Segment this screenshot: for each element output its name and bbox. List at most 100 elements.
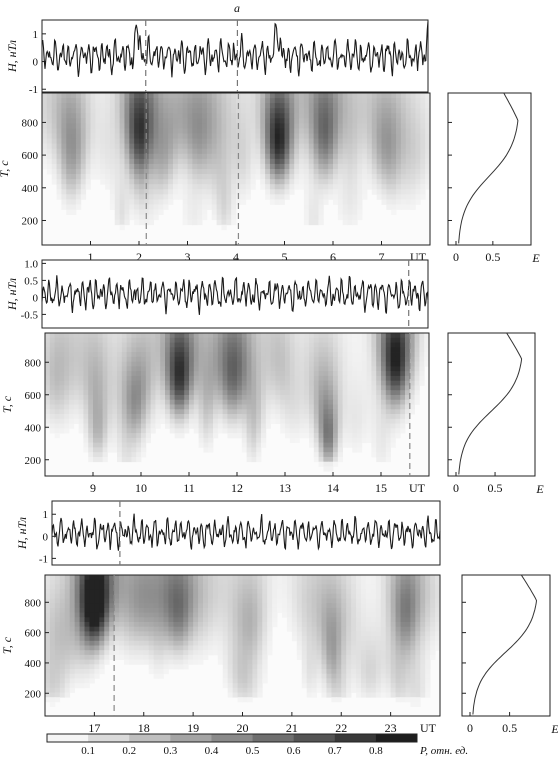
power-cell	[217, 645, 224, 651]
power-cell	[64, 575, 71, 581]
power-cell	[73, 380, 79, 386]
power-cell	[158, 584, 164, 590]
power-cell	[318, 214, 324, 221]
power-cell	[231, 179, 237, 185]
power-cell	[328, 466, 334, 472]
power-cell	[328, 447, 334, 453]
power-cell	[326, 626, 332, 632]
power-cell	[265, 133, 271, 139]
power-cell	[247, 617, 253, 623]
power-cell	[430, 607, 436, 613]
power-cell	[304, 409, 310, 415]
power-cell	[211, 98, 217, 104]
power-cell	[269, 143, 276, 150]
power-cell	[318, 153, 324, 160]
power-cell	[165, 409, 171, 415]
power-cell	[425, 579, 431, 585]
power-cell	[107, 366, 113, 372]
power-cell	[148, 617, 155, 623]
power-cell	[289, 103, 295, 109]
power-cell	[169, 371, 175, 377]
power-cell	[405, 342, 411, 348]
power-cell	[124, 184, 130, 190]
power-cell	[308, 103, 314, 109]
power-cell	[318, 113, 324, 119]
power-cell	[208, 366, 214, 372]
power-cell	[346, 593, 352, 599]
y-tick-label: 200	[25, 455, 42, 467]
power-cell	[213, 347, 219, 353]
power-cell	[95, 174, 101, 180]
power-cell	[241, 409, 247, 415]
power-cell	[42, 113, 48, 119]
power-cell	[261, 356, 267, 362]
power-cell	[71, 143, 77, 150]
power-cell	[308, 194, 314, 200]
power-cell	[236, 179, 242, 185]
power-cell	[303, 138, 310, 145]
power-cell	[381, 409, 387, 415]
power-cell	[51, 158, 57, 165]
power-cell	[203, 603, 209, 609]
power-cell	[405, 179, 411, 185]
power-cell	[97, 437, 103, 444]
power-cell	[155, 352, 161, 358]
power-cell	[78, 366, 84, 372]
power-cell	[299, 342, 305, 348]
power-cell	[400, 414, 406, 420]
power-cell	[251, 456, 257, 463]
power-cell	[321, 640, 327, 646]
power-cell	[326, 589, 332, 595]
power-cell	[267, 575, 273, 581]
power-cell	[296, 598, 303, 604]
power-cell	[107, 352, 113, 358]
power-cell	[90, 108, 96, 114]
power-cell	[56, 93, 62, 99]
power-cell	[129, 153, 135, 160]
power-cell	[193, 390, 199, 396]
power-cell	[139, 179, 145, 185]
power-cell	[365, 631, 372, 637]
power-cell	[59, 352, 65, 358]
power-cell	[89, 612, 95, 618]
power-cell	[390, 437, 396, 444]
power-cell	[291, 617, 298, 623]
power-cell	[203, 371, 209, 377]
power-cell	[415, 138, 421, 145]
power-cell	[189, 366, 195, 372]
power-cell	[386, 204, 392, 210]
power-cell	[323, 163, 329, 170]
power-cell	[66, 189, 72, 195]
power-cell	[260, 179, 266, 185]
power-cell	[400, 118, 407, 124]
power-cell	[347, 103, 353, 109]
power-cell	[269, 174, 276, 180]
power-cell	[117, 428, 123, 434]
power-cell	[250, 98, 256, 104]
power-cell	[347, 356, 353, 362]
power-cell	[252, 584, 258, 590]
power-cell	[182, 158, 188, 165]
power-cell	[153, 199, 159, 205]
power-cell	[410, 148, 416, 155]
power-cell	[435, 640, 441, 646]
power-cell	[265, 404, 271, 410]
power-cell	[45, 418, 51, 424]
power-cell	[49, 361, 55, 367]
power-cell	[227, 631, 234, 637]
power-cell	[299, 366, 305, 372]
power-cell	[61, 148, 67, 155]
power-cell	[193, 333, 199, 339]
power-cell	[148, 108, 154, 114]
power-cell	[342, 209, 348, 215]
power-cell	[245, 123, 251, 129]
power-cell	[227, 579, 234, 585]
power-cell	[153, 189, 159, 195]
power-cell	[375, 593, 382, 599]
power-cell	[202, 194, 208, 200]
power-cell	[405, 337, 411, 343]
power-cell	[289, 163, 295, 170]
power-cell	[203, 442, 209, 448]
power-cell	[173, 593, 179, 599]
power-cell	[299, 371, 305, 377]
